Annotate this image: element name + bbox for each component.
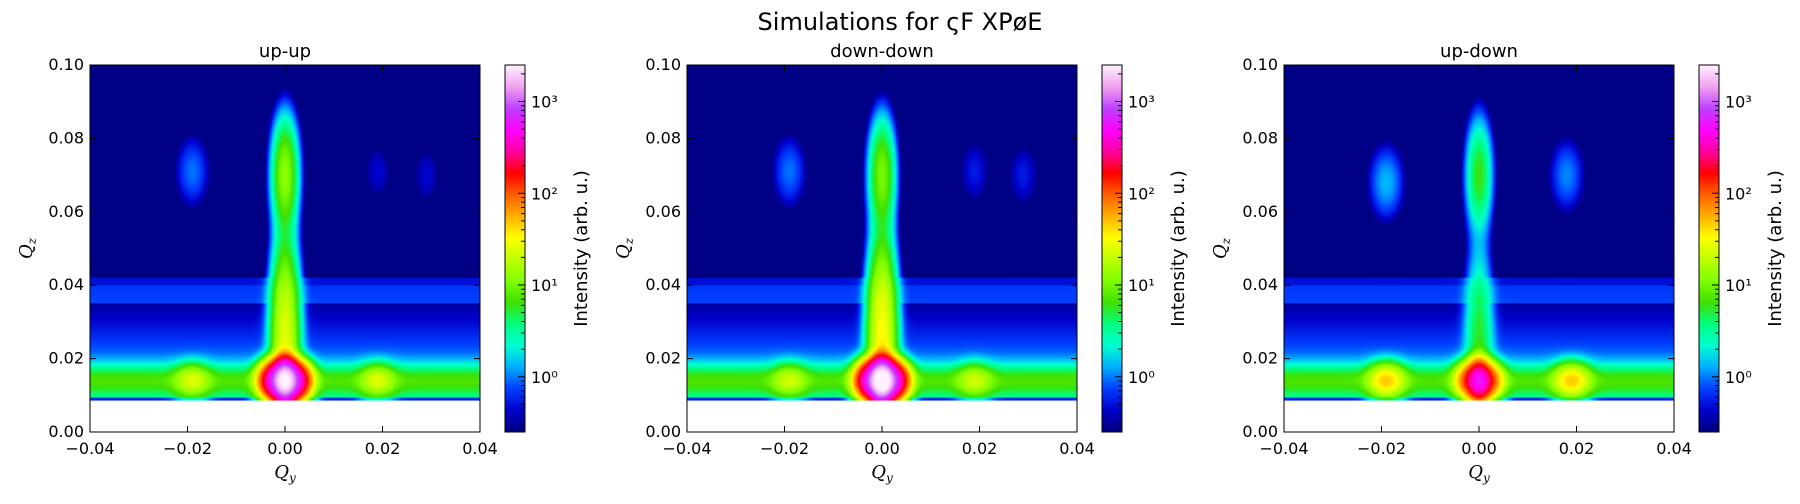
colorbar-tick-label: 10²	[531, 184, 558, 203]
colorbar-frame	[504, 64, 526, 433]
y-tick-label: 0.06	[1242, 202, 1278, 221]
panel-title: up-up	[259, 41, 311, 62]
heatmap-image	[90, 65, 480, 432]
y-axis-label: Qz	[613, 237, 636, 259]
colorbar-label: Intensity (arb. u.)	[1168, 170, 1189, 327]
colorbar-tick-label: 10⁰	[1128, 368, 1155, 387]
x-tick-label: −0.02	[1357, 439, 1406, 458]
colorbar-tick-label: 10²	[1725, 184, 1752, 203]
colorbar-tick-label: 10³	[1128, 93, 1155, 112]
y-tick-label: 0.08	[48, 128, 84, 147]
y-tick-label: 0.04	[645, 275, 681, 294]
y-tick-label: 0.08	[645, 128, 681, 147]
heatmap-image	[687, 65, 1077, 432]
y-tick-label: 0.06	[645, 202, 681, 221]
y-tick-label: 0.02	[645, 349, 681, 368]
y-tick-label: 0.00	[48, 422, 84, 441]
panel-2: up-down −0.04 −0.02 0.00 0.02 0.04 0.00 0.02 0.0…	[1210, 41, 1786, 485]
y-tick-label: 0.00	[1242, 422, 1278, 441]
x-tick-label: −0.04	[1259, 439, 1308, 458]
x-tick-label: 0.02	[365, 439, 401, 458]
x-tick-label: −0.02	[163, 439, 212, 458]
colorbar-tick-label: 10²	[1128, 184, 1155, 203]
heatmap-image	[1284, 65, 1674, 432]
colorbar-tick-label: 10⁰	[531, 368, 558, 387]
y-tick-label: 0.04	[1242, 275, 1278, 294]
colorbar-tick-label: 10¹	[531, 276, 558, 295]
colorbar-label: Intensity (arb. u.)	[1765, 170, 1786, 327]
colorbar-tick-label: 10³	[531, 93, 558, 112]
colorbar-tick-label: 10¹	[1725, 276, 1752, 295]
colorbar-gradient	[505, 65, 525, 432]
panel-title: up-down	[1440, 41, 1518, 62]
y-tick-label: 0.10	[645, 55, 681, 74]
figure-title: Simulations for ςF XPøE	[758, 8, 1043, 36]
panel-1: down-down −0.04 −0.02 0.00 0.02 0.04 0.00 0.02 0…	[613, 41, 1189, 485]
colorbar-frame	[1698, 64, 1720, 433]
panel-title: down-down	[830, 41, 934, 62]
colorbar-frame	[1101, 64, 1123, 433]
y-tick-label: 0.10	[48, 55, 84, 74]
y-tick-label: 0.10	[1242, 55, 1278, 74]
colorbar-gradient	[1699, 65, 1719, 432]
x-tick-label: 0.04	[1656, 439, 1692, 458]
x-tick-label: 0.00	[864, 439, 900, 458]
x-tick-label: 0.00	[267, 439, 303, 458]
x-axis-label: Qy	[871, 462, 893, 485]
x-tick-label: −0.04	[65, 439, 114, 458]
y-tick-label: 0.08	[1242, 128, 1278, 147]
x-tick-label: 0.02	[962, 439, 998, 458]
y-axis-label: Qz	[16, 237, 39, 259]
y-axis-label: Qz	[1210, 237, 1233, 259]
x-tick-label: −0.02	[760, 439, 809, 458]
x-axis-label: Qy	[274, 462, 296, 485]
colorbar-gradient	[1102, 65, 1122, 432]
panel-0: up-up −0.04 −0.02 0.00 0.02 0.04 0.00 0.02 0.04 0…	[16, 41, 592, 485]
x-tick-label: 0.00	[1461, 439, 1497, 458]
x-tick-label: 0.04	[462, 439, 498, 458]
colorbar-label: Intensity (arb. u.)	[571, 170, 592, 327]
x-tick-label: 0.04	[1059, 439, 1095, 458]
y-tick-label: 0.04	[48, 275, 84, 294]
y-tick-label: 0.02	[1242, 349, 1278, 368]
x-axis-label: Qy	[1468, 462, 1490, 485]
colorbar-tick-label: 10³	[1725, 93, 1752, 112]
y-tick-label: 0.00	[645, 422, 681, 441]
y-tick-label: 0.02	[48, 349, 84, 368]
colorbar-tick-label: 10¹	[1128, 276, 1155, 295]
colorbar-tick-label: 10⁰	[1725, 368, 1752, 387]
x-tick-label: 0.02	[1559, 439, 1595, 458]
x-tick-label: −0.04	[662, 439, 711, 458]
y-tick-label: 0.06	[48, 202, 84, 221]
